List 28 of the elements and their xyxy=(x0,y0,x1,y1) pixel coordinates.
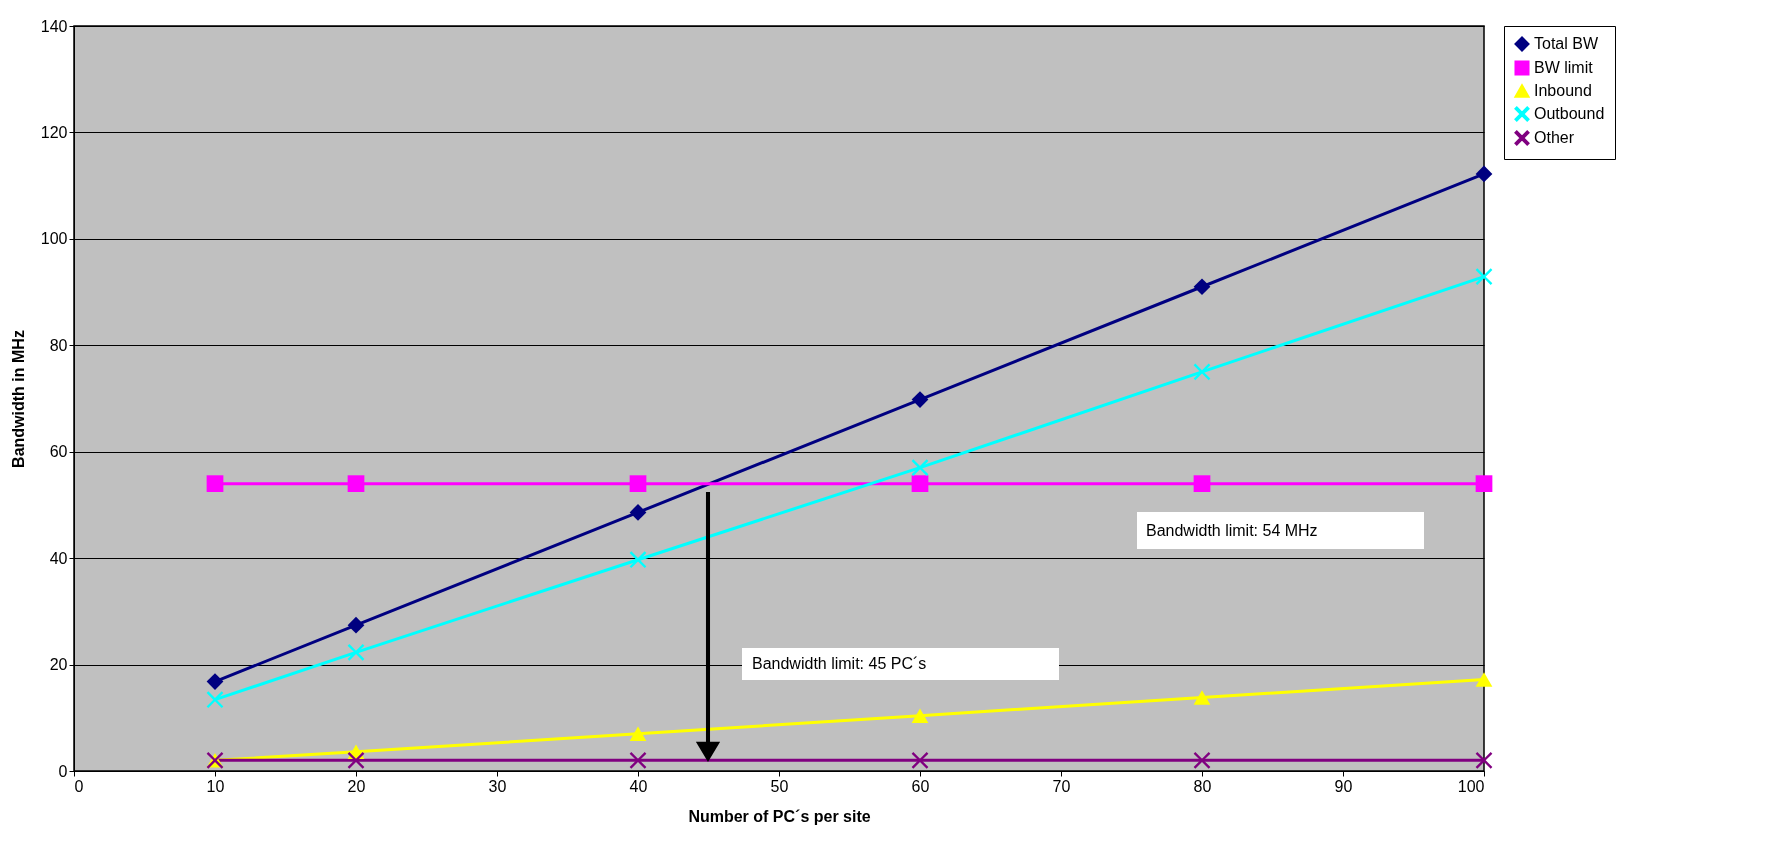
y-tick-label: 120 xyxy=(40,123,68,141)
annotation: Bandwidth limit: 54 MHz xyxy=(1146,522,1318,539)
x-tick-label: 10 xyxy=(206,777,225,795)
x-tick-label: 20 xyxy=(347,777,366,795)
x-tick-label: 100 xyxy=(1457,777,1485,795)
x-tick-label: 90 xyxy=(1334,777,1353,795)
y-tick-label: 40 xyxy=(49,549,68,567)
y-tick-label: 0 xyxy=(58,762,68,780)
x-tick-label: 80 xyxy=(1193,777,1212,795)
x-axis-title: Number of PC´s per site xyxy=(688,807,871,825)
legend-label: Inbound xyxy=(1534,82,1592,99)
y-tick-label: 100 xyxy=(40,230,68,248)
y-tick-label: 80 xyxy=(49,336,68,354)
x-tick-label: 70 xyxy=(1052,777,1071,795)
x-tick-label: 40 xyxy=(629,777,648,795)
x-tick-label: 60 xyxy=(911,777,930,795)
y-tick-label: 60 xyxy=(49,443,68,461)
x-tick-label: 0 xyxy=(74,777,84,795)
legend-label: Outbound xyxy=(1534,105,1605,122)
annotation: Bandwidth limit: 45 PC´s xyxy=(752,655,927,672)
legend-label: Other xyxy=(1534,129,1575,146)
y-tick-label: 140 xyxy=(40,17,68,35)
legend-label: BW limit xyxy=(1534,59,1594,76)
y-axis-title: Bandwidth in MHz xyxy=(9,330,27,468)
y-tick-label: 20 xyxy=(49,656,68,674)
legend-label: Total BW xyxy=(1534,35,1599,52)
x-tick-label: 50 xyxy=(770,777,789,795)
x-tick-label: 30 xyxy=(488,777,507,795)
